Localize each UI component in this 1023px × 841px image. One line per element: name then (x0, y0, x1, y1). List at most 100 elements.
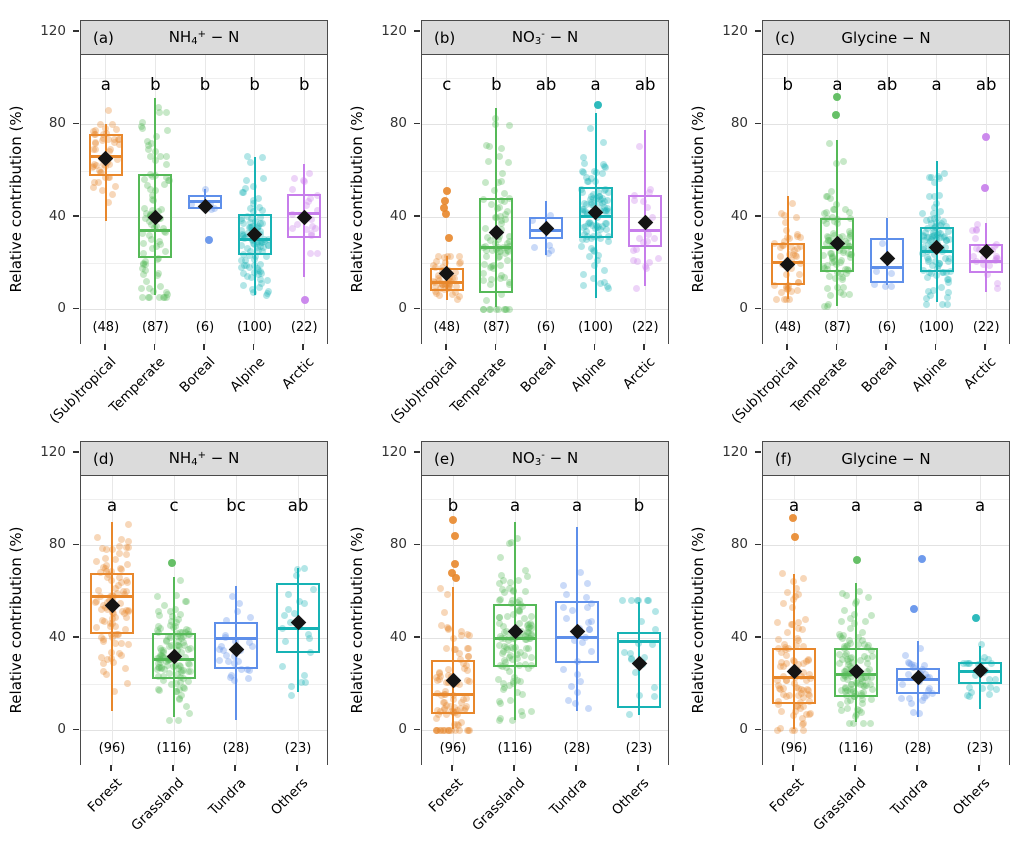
jitter-point (597, 226, 605, 234)
jitter-point (149, 245, 157, 253)
jitter-point (826, 139, 834, 147)
jitter-point (96, 568, 104, 576)
jitter-point (633, 597, 641, 605)
jitter-point (307, 230, 315, 238)
jitter-point (648, 213, 656, 221)
jitter-point (433, 726, 441, 734)
category-gridline (545, 55, 547, 345)
jitter-point (842, 666, 850, 674)
jitter-point (786, 692, 794, 700)
jitter-point (160, 666, 168, 674)
whisker (495, 108, 498, 307)
jitter-point (239, 232, 247, 240)
jitter-point (258, 153, 266, 161)
jitter-point (838, 706, 846, 714)
jitter-point (604, 283, 612, 291)
outlier-point (450, 532, 459, 541)
box (870, 237, 904, 283)
jitter-point (994, 284, 1002, 292)
jitter-point (99, 601, 107, 609)
facet-title-part: NH (168, 28, 192, 46)
x-tick-mark (885, 344, 887, 350)
jitter-point (238, 214, 246, 222)
x-tick-mark (296, 765, 298, 771)
jitter-point (783, 284, 791, 292)
jitter-point (598, 170, 606, 178)
jitter-point (797, 234, 805, 242)
y-tick-mark (414, 636, 420, 638)
jitter-point (842, 684, 850, 692)
jitter-point (774, 681, 782, 689)
jitter-point (790, 658, 798, 666)
jitter-point (118, 639, 126, 647)
jitter-point (929, 261, 937, 269)
jitter-point (600, 198, 608, 206)
jitter-point (114, 156, 122, 164)
count-label: (6) (877, 319, 897, 335)
jitter-point (154, 622, 162, 630)
jitter-point (574, 688, 582, 696)
jitter-point (112, 126, 120, 134)
jitter-point (805, 697, 813, 705)
jitter-point (785, 250, 793, 258)
jitter-point (636, 235, 644, 243)
jitter-point (516, 678, 524, 685)
jitter-point (992, 252, 1000, 260)
jitter-point (492, 246, 500, 254)
jitter-point (92, 140, 100, 148)
jitter-point (111, 640, 119, 647)
jitter-point (946, 255, 954, 263)
jitter-point (793, 635, 801, 643)
jitter-point (841, 687, 849, 695)
x-tick-label: Forest (84, 775, 126, 816)
jitter-point (548, 246, 556, 254)
x-tick-mark (637, 765, 639, 771)
jitter-point (483, 252, 491, 260)
jitter-point (464, 630, 472, 638)
jitter-point (93, 534, 101, 542)
jitter-point (163, 160, 171, 168)
sig-letter: ab (634, 75, 656, 95)
x-tick-mark (916, 765, 918, 771)
x-tick-mark (513, 765, 515, 771)
jitter-point (160, 649, 168, 657)
y-tick-label: 40 (389, 207, 407, 224)
count-label: (28) (904, 740, 932, 756)
jitter-point (796, 243, 804, 251)
jitter-point (523, 645, 531, 653)
jitter-point (778, 210, 786, 218)
jitter-point (108, 619, 116, 627)
jitter-point (95, 166, 103, 174)
y-tick-label: 120 (722, 443, 748, 460)
jitter-point (480, 276, 488, 284)
jitter-point (459, 660, 467, 668)
jitter-point (116, 549, 124, 557)
jitter-point (780, 662, 788, 670)
jitter-point (285, 591, 293, 599)
y-tick-label: 120 (40, 443, 66, 460)
jitter-point (506, 667, 514, 675)
box (479, 198, 514, 293)
outlier-point (448, 569, 457, 578)
y-axis-title: Relative contribution (%) (7, 526, 25, 714)
jitter-point (843, 704, 851, 712)
count-label: (28) (563, 740, 591, 756)
jitter-point (837, 701, 845, 709)
jitter-point (158, 652, 166, 660)
jitter-point (259, 219, 267, 227)
jitter-point (804, 691, 812, 699)
jitter-point (578, 236, 586, 244)
jitter-point (165, 176, 173, 184)
jitter-point (935, 259, 943, 267)
minor-gridline (81, 683, 327, 685)
jitter-point (639, 198, 647, 206)
jitter-point (159, 654, 167, 662)
jitter-point (222, 633, 230, 641)
jitter-point (125, 544, 133, 552)
jitter-point (907, 660, 915, 668)
jitter-point (503, 305, 511, 313)
y-tick-label: 0 (739, 300, 748, 317)
jitter-point (920, 237, 928, 245)
jitter-point (257, 242, 265, 250)
jitter-point (901, 652, 909, 660)
